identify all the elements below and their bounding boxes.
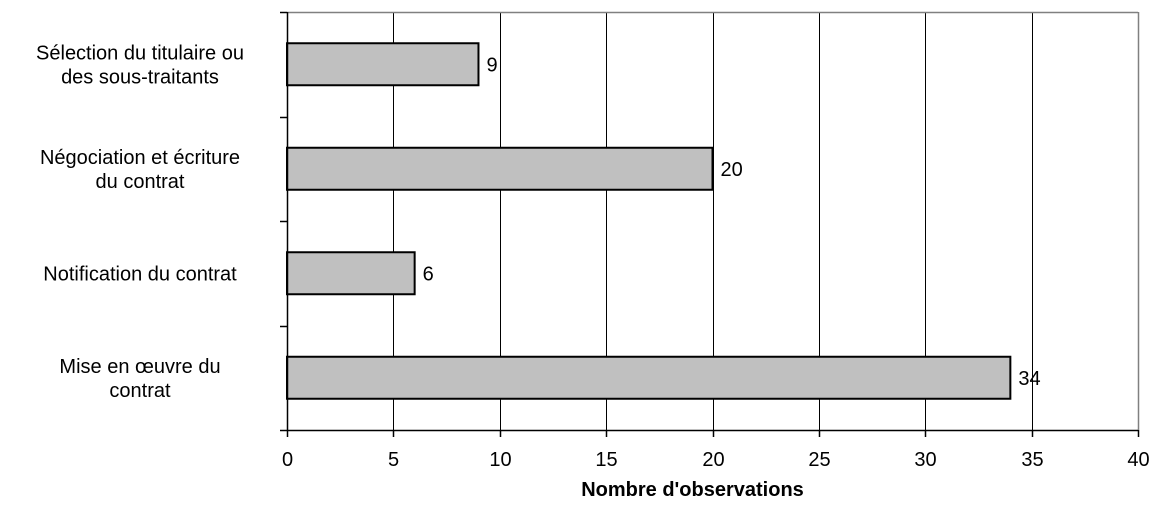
x-tick-label-40: 40	[1127, 449, 1149, 471]
x-tick-label-10: 10	[489, 449, 511, 471]
category-label-0: Sélection du titulaire ou des sous-traita…	[36, 42, 244, 88]
x-tick-label-35: 35	[1021, 449, 1043, 471]
bar-1	[286, 146, 714, 191]
bar-3	[286, 355, 1012, 400]
x-tick-label-30: 30	[914, 449, 936, 471]
x-tick-label-15: 15	[595, 449, 617, 471]
data-label-3: 34	[1018, 368, 1040, 390]
x-tick-label-20: 20	[702, 449, 724, 471]
x-tick-label-0: 0	[282, 449, 293, 471]
x-axis-title: Nombre d'observations	[581, 479, 804, 501]
x-tick-label-5: 5	[388, 449, 399, 471]
bar-2	[286, 251, 416, 296]
category-label-1: Négociation et écriture du contrat	[40, 147, 240, 193]
gridlines	[393, 12, 1139, 430]
data-label-0: 9	[486, 54, 497, 76]
data-label-1: 20	[721, 159, 743, 181]
axes	[280, 11, 1140, 437]
bar-0	[286, 42, 480, 87]
labels: 9 Sélection du titulaire ou des sous-trait…	[36, 42, 1150, 501]
x-tick-label-25: 25	[808, 449, 830, 471]
category-label-3: Mise en œuvre du contrat	[59, 356, 220, 402]
category-label-2: Notification du contrat	[43, 263, 237, 285]
data-label-2: 6	[423, 263, 434, 285]
bars	[286, 42, 1012, 400]
